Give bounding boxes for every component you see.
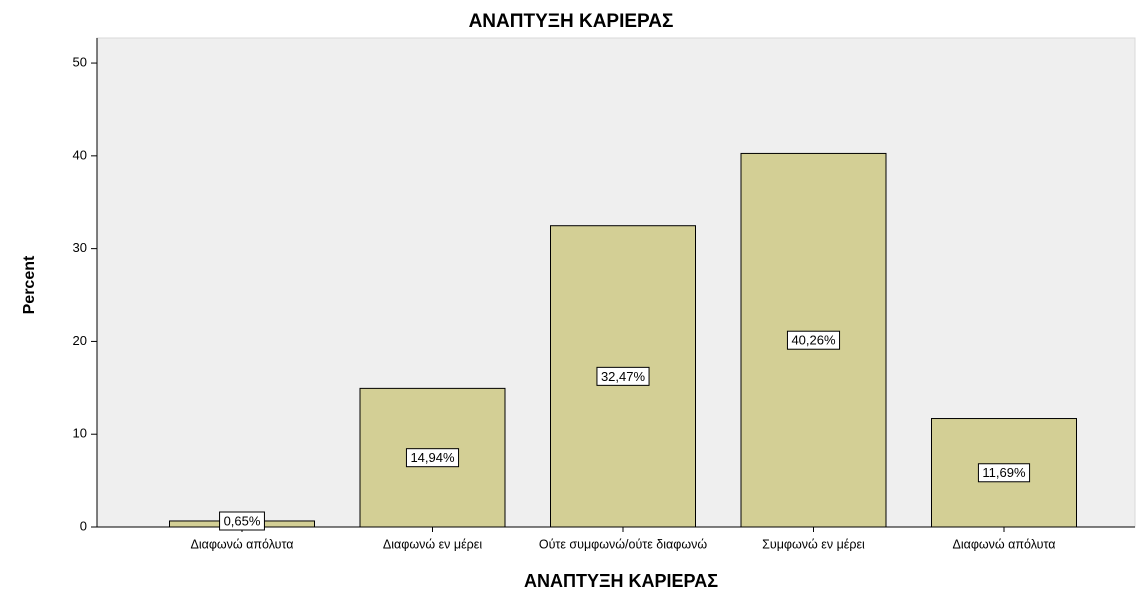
value-label-box	[596, 366, 650, 386]
y-tick-label: 30	[73, 240, 87, 255]
chart-title: ΑΝΑΠΤΥΞΗ ΚΑΡΙΕΡΑΣ	[469, 11, 674, 32]
value-label: 32,47%	[601, 369, 646, 384]
value-label-box	[786, 330, 841, 350]
y-axis-title: Percent	[21, 255, 38, 314]
value-label: 11,69%	[982, 465, 1026, 480]
x-tick-label: Συμφωνώ εν μέρει	[762, 537, 865, 551]
x-axis-title: ΑΝΑΠΤΥΞΗ ΚΑΡΙΕΡΑΣ	[524, 571, 718, 591]
x-tick-label: Ούτε συμφωνώ/ούτε διαφωνώ	[539, 537, 707, 551]
y-tick-label: 10	[73, 426, 87, 441]
y-tick-label: 20	[73, 333, 87, 348]
y-tick-label: 40	[73, 147, 87, 162]
value-label: 0,65%	[224, 513, 261, 528]
x-tick-label: Διαφωνώ εν μέρει	[383, 537, 482, 551]
value-label-box	[219, 511, 265, 531]
value-label-box	[405, 448, 460, 468]
y-tick-label: 0	[80, 518, 87, 533]
y-tick-label: 50	[73, 54, 87, 69]
x-tick-label: Διαφωνώ απόλυτα	[952, 537, 1055, 551]
x-tick-label: Διαφωνώ απόλυτα	[190, 537, 293, 551]
value-label-box	[977, 463, 1031, 483]
value-label: 40,26%	[791, 333, 836, 348]
value-label: 14,94%	[410, 450, 455, 465]
